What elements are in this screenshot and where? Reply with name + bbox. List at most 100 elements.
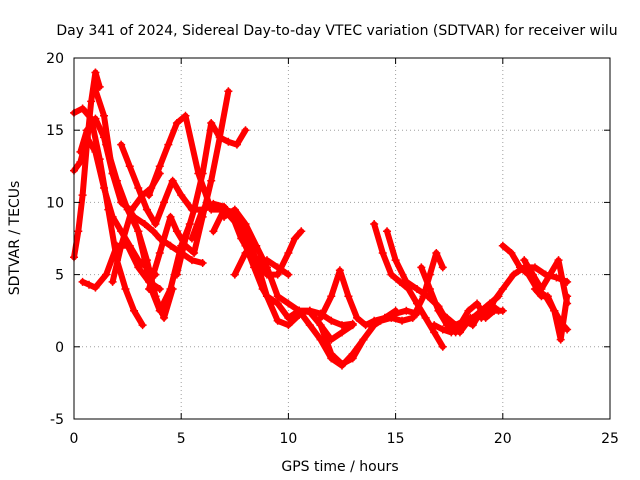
y-tick-label: 15 (46, 123, 64, 139)
data-point (413, 285, 422, 294)
data-point (327, 292, 336, 301)
series-sat-29 (520, 256, 572, 308)
y-tick-label: 5 (55, 268, 64, 284)
data-point (477, 313, 486, 322)
data-point (417, 263, 426, 272)
y-tick-label: 20 (46, 51, 64, 67)
data-point (425, 285, 434, 294)
data-point (402, 306, 411, 315)
data-point (78, 277, 87, 286)
data-point (438, 263, 447, 272)
data-point (398, 316, 407, 325)
data-point (284, 313, 293, 322)
data-point (160, 198, 169, 207)
data-point (498, 241, 507, 250)
data-point (127, 205, 136, 214)
data-point (207, 176, 216, 185)
data-point (284, 299, 293, 308)
data-point (108, 277, 117, 286)
data-point (155, 162, 164, 171)
data-point (155, 285, 164, 294)
data-point (190, 205, 199, 214)
series-sat-23 (365, 248, 447, 330)
data-point (76, 147, 85, 156)
data-point (85, 280, 94, 289)
data-point (209, 227, 218, 236)
data-point (473, 299, 482, 308)
data-point (402, 277, 411, 286)
data-point (468, 321, 477, 330)
data-point (434, 306, 443, 315)
data-point (215, 133, 224, 142)
data-point (78, 191, 87, 200)
data-point (438, 325, 447, 334)
data-point (432, 248, 441, 257)
data-point (177, 191, 186, 200)
data-point (187, 256, 196, 265)
data-point (95, 82, 104, 91)
data-point (305, 308, 314, 317)
data-point (252, 256, 261, 265)
data-point (359, 335, 368, 344)
data-point (155, 248, 164, 257)
x-tick-label: 5 (177, 431, 186, 447)
y-axis-ticks: -5 0 5 10 15 20 (46, 51, 610, 428)
x-tick-label: 20 (494, 431, 512, 447)
data-point (515, 263, 524, 272)
data-point (108, 212, 117, 221)
data-point (142, 205, 151, 214)
x-tick-label: 15 (387, 431, 405, 447)
data-point (305, 321, 314, 330)
data-point (494, 306, 503, 315)
data-point (198, 205, 207, 214)
data-point (74, 227, 83, 236)
data-point (316, 335, 325, 344)
data-point (316, 313, 325, 322)
data-point (102, 140, 111, 149)
y-tick-label: -5 (50, 412, 64, 428)
data-point (207, 118, 216, 127)
data-point (498, 285, 507, 294)
data-point (172, 227, 181, 236)
data-point (237, 234, 246, 243)
data-point (563, 292, 572, 301)
data-point (290, 234, 299, 243)
series-sat-05 (78, 241, 164, 294)
data-point (488, 299, 497, 308)
data-point (130, 306, 139, 315)
x-tick-label: 0 (70, 431, 79, 447)
data-point (198, 169, 207, 178)
data-point (224, 137, 233, 146)
data-point (172, 270, 181, 279)
data-point (134, 263, 143, 272)
data-point (220, 212, 229, 221)
data-point (530, 263, 539, 272)
plot-frame (73, 57, 611, 420)
data-point (145, 191, 154, 200)
x-tick-label: 10 (279, 431, 297, 447)
data-point (149, 227, 158, 236)
data-point (241, 220, 250, 229)
data-point (273, 316, 282, 325)
data-point (125, 162, 134, 171)
data-point (556, 335, 565, 344)
data-point (550, 306, 559, 315)
y-tick-label: 0 (55, 340, 64, 356)
data-point (262, 292, 271, 301)
data-point (190, 248, 199, 257)
data-point (166, 212, 175, 221)
data-point (198, 259, 207, 268)
data-point (252, 241, 261, 250)
data-point (370, 220, 379, 229)
data-point (460, 316, 469, 325)
data-point (335, 266, 344, 275)
data-point (166, 241, 175, 250)
data-point (100, 111, 109, 120)
x-tick-label: 25 (601, 431, 619, 447)
series-trace (146, 88, 232, 292)
data-point (507, 248, 516, 257)
data-point (140, 256, 149, 265)
data-point (353, 313, 362, 322)
data-point (464, 306, 473, 315)
